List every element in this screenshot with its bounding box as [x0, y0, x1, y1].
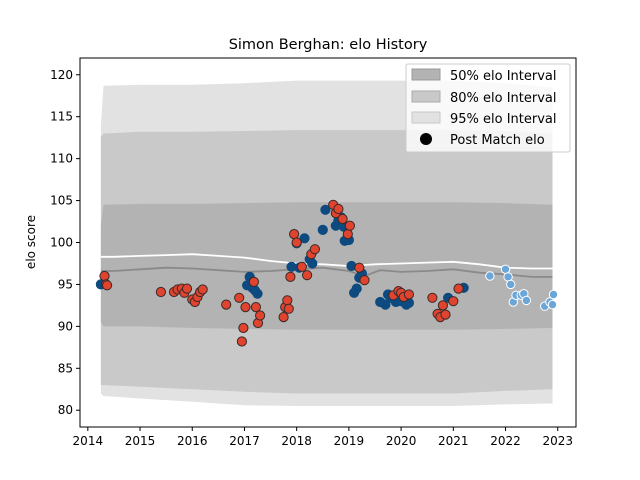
x-tick-label: 2016 [177, 434, 208, 448]
elo-point-loss [249, 277, 258, 286]
legend-label-95: 95% elo Interval [450, 112, 557, 127]
elo-point-future [507, 280, 515, 288]
elo-point-future [548, 300, 556, 308]
legend-swatch-50 [412, 69, 440, 80]
x-tick-label: 2019 [334, 434, 365, 448]
y-tick-label: 115 [50, 110, 73, 124]
elo-point-win [352, 284, 361, 293]
elo-point-loss [235, 293, 244, 302]
y-tick-label: 100 [50, 236, 73, 250]
y-tick-label: 110 [50, 152, 73, 166]
elo-point-loss [100, 271, 109, 280]
elo-point-loss [198, 285, 207, 294]
y-tick-label: 120 [50, 68, 73, 82]
x-tick-label: 2014 [73, 434, 104, 448]
elo-point-loss [182, 284, 191, 293]
elo-point-win [308, 259, 317, 268]
elo-point-loss [360, 276, 369, 285]
elo-point-loss [222, 300, 231, 309]
elo-point-loss [284, 304, 293, 313]
elo-point-loss [241, 303, 250, 312]
elo-point-loss [237, 337, 246, 346]
x-tick-label: 2023 [542, 434, 573, 448]
x-tick-label: 2020 [386, 434, 417, 448]
elo-point-loss [292, 238, 301, 247]
elo-point-loss [310, 245, 319, 254]
y-tick-label: 80 [58, 403, 73, 417]
elo-point-loss [286, 272, 295, 281]
y-tick-label: 85 [58, 361, 73, 375]
y-tick-label: 90 [58, 319, 73, 333]
elo-point-loss [404, 290, 413, 299]
elo-point-loss [454, 284, 463, 293]
elo-point-loss [441, 310, 450, 319]
elo-point-loss [449, 297, 458, 306]
legend-label-post-match: Post Match elo [450, 133, 545, 148]
elo-point-loss [297, 262, 306, 271]
elo-point-loss [334, 204, 343, 213]
elo-point-loss [338, 214, 347, 223]
elo-point-loss [283, 296, 292, 305]
legend-swatch-95 [412, 112, 440, 123]
elo-point-loss [251, 303, 260, 312]
elo-point-win [318, 225, 327, 234]
elo-point-loss [239, 323, 248, 332]
elo-point-loss [279, 313, 288, 322]
y-tick-label: 95 [58, 277, 73, 291]
y-axis-label: elo score [24, 215, 38, 269]
elo-point-win [253, 289, 262, 298]
elo-point-loss [256, 311, 265, 320]
x-tick-label: 2015 [125, 434, 156, 448]
elo-point-future [549, 290, 557, 298]
legend-swatch-80 [412, 91, 440, 102]
legend: 50% elo Interval 80% elo Interval 95% el… [406, 64, 570, 152]
x-tick-label: 2021 [438, 434, 469, 448]
elo-point-future [522, 296, 530, 304]
elo-point-loss [156, 287, 165, 296]
elo-point-future [486, 272, 494, 280]
legend-label-80: 80% elo Interval [450, 91, 557, 106]
x-tick-label: 2022 [490, 434, 521, 448]
elo-point-loss [103, 281, 112, 290]
elo-point-loss [343, 230, 352, 239]
band-50 [101, 202, 553, 330]
elo-point-loss [428, 293, 437, 302]
elo-point-loss [303, 271, 312, 280]
chart-title: Simon Berghan: elo History [229, 37, 428, 53]
x-tick-label: 2017 [229, 434, 260, 448]
y-tick-label: 105 [50, 194, 73, 208]
elo-point-loss [355, 263, 364, 272]
legend-label-50: 50% elo Interval [450, 69, 557, 84]
elo-point-loss [438, 301, 447, 310]
elo-point-loss [345, 221, 354, 230]
elo-point-loss [290, 230, 299, 239]
legend-marker-post-match [420, 133, 432, 145]
x-tick-label: 2018 [281, 434, 312, 448]
